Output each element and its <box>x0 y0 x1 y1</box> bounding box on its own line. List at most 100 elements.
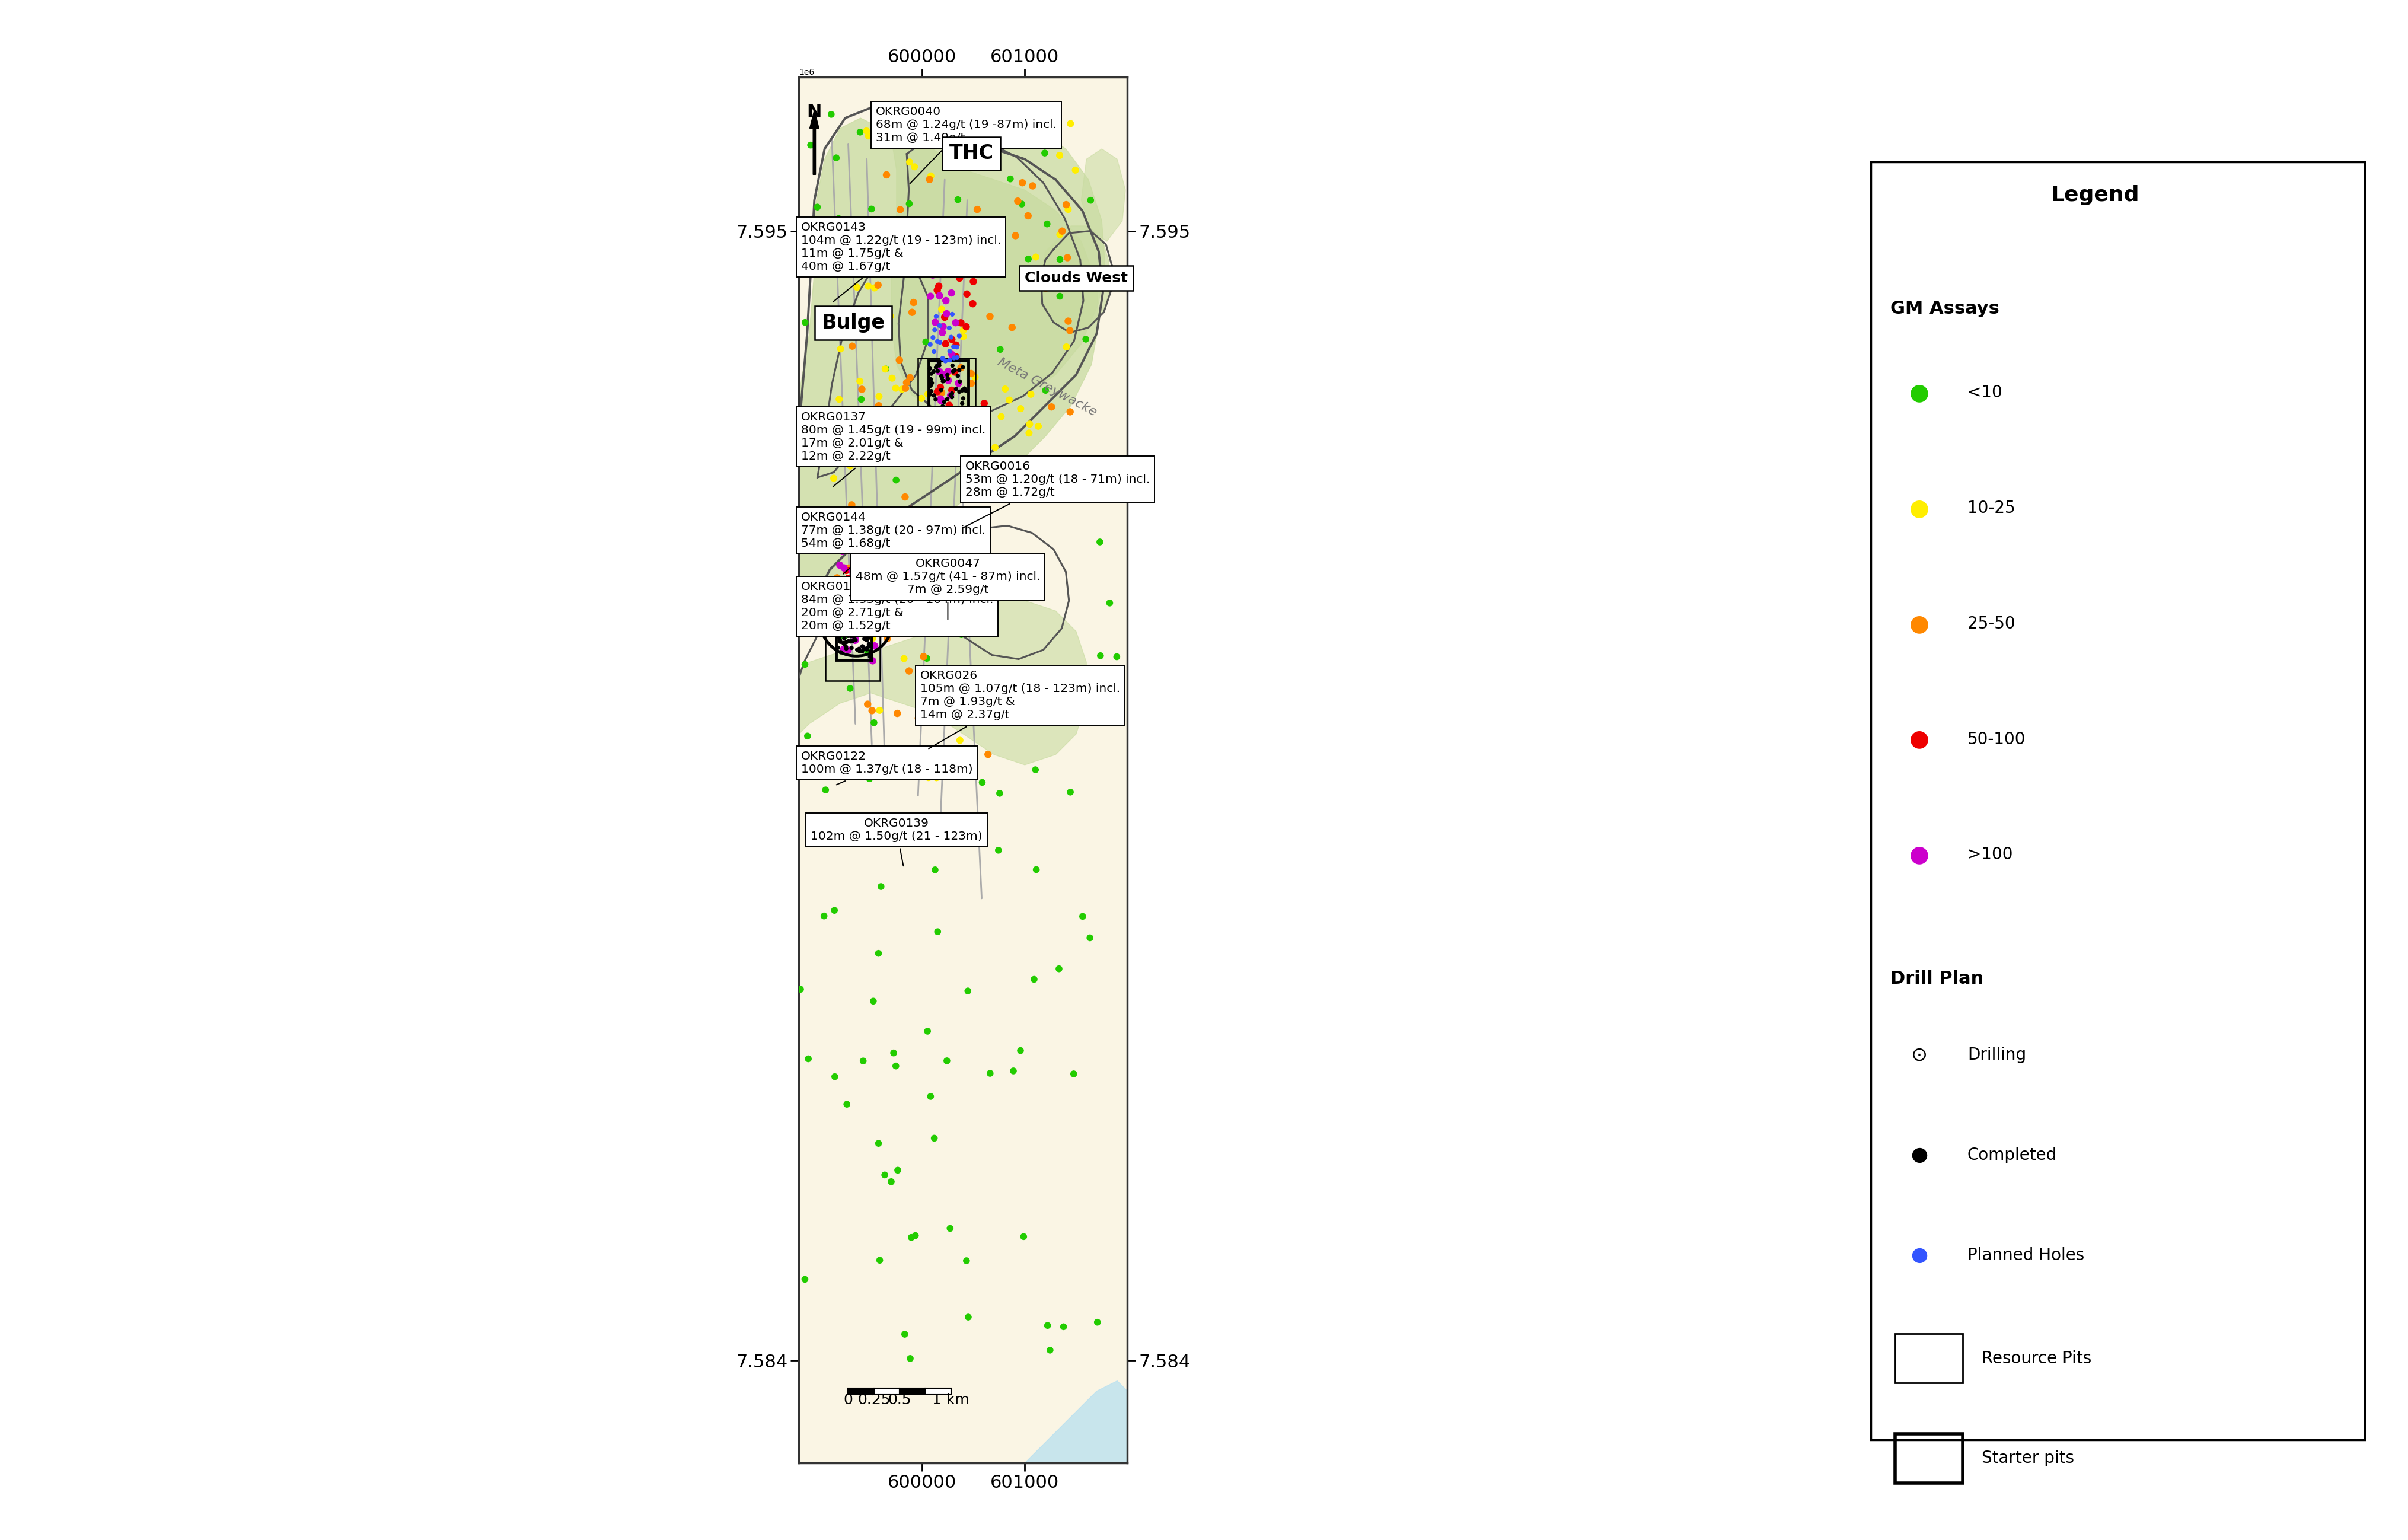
Point <box>932 325 970 350</box>
Point <box>843 634 881 659</box>
Point <box>939 410 978 434</box>
Point <box>944 391 982 416</box>
Point <box>824 604 862 628</box>
Point <box>886 376 925 400</box>
Point <box>901 534 939 559</box>
Point <box>848 564 886 588</box>
Point <box>816 898 855 922</box>
Point <box>893 290 932 314</box>
Point <box>946 407 985 431</box>
Point <box>1002 191 1040 216</box>
Point <box>891 497 929 522</box>
Point <box>1050 399 1088 424</box>
Point <box>942 370 980 394</box>
Polygon shape <box>891 108 1105 416</box>
Point <box>1040 956 1079 981</box>
Point <box>939 266 978 291</box>
Point <box>970 579 1009 604</box>
Point <box>929 430 968 454</box>
Point <box>934 334 973 359</box>
Point <box>833 576 872 601</box>
Point <box>857 618 896 642</box>
Point <box>821 413 860 437</box>
Point <box>838 568 877 593</box>
Point <box>927 530 966 554</box>
Point <box>848 638 886 662</box>
Point <box>891 1226 929 1250</box>
Point <box>944 354 982 379</box>
Point <box>980 97 1019 122</box>
Text: Drill Plan: Drill Plan <box>1890 970 1984 987</box>
Point <box>860 273 898 297</box>
Point <box>922 387 961 411</box>
Point <box>877 1053 915 1078</box>
Point <box>828 1092 867 1116</box>
Point <box>814 467 852 491</box>
Point <box>831 508 869 533</box>
Point <box>792 132 831 157</box>
Point <box>932 385 970 410</box>
Point <box>908 420 946 445</box>
Point <box>828 567 867 591</box>
Point <box>831 624 869 648</box>
Point <box>913 325 951 350</box>
FancyArrow shape <box>809 109 819 174</box>
Point <box>913 231 951 256</box>
Point <box>951 371 990 396</box>
Point <box>824 621 862 645</box>
Point <box>917 303 956 328</box>
Polygon shape <box>778 119 1098 642</box>
Point <box>920 283 958 308</box>
Text: ●: ● <box>1910 497 1929 519</box>
Point <box>828 584 867 608</box>
Point <box>942 231 980 256</box>
Point <box>915 585 954 610</box>
Polygon shape <box>1081 149 1125 242</box>
Text: OKRG026
105m @ 1.07g/t (18 - 123m) incl.
7m @ 1.93g/t &
14m @ 2.37g/t: OKRG026 105m @ 1.07g/t (18 - 123m) incl.… <box>920 670 1120 748</box>
Point <box>917 919 956 944</box>
Point <box>910 283 949 308</box>
Point <box>929 348 968 373</box>
Point <box>954 270 992 294</box>
Point <box>908 410 946 434</box>
Point <box>862 605 901 630</box>
Point <box>845 568 884 593</box>
Point <box>845 605 884 630</box>
Point <box>840 584 879 608</box>
Point <box>821 630 860 655</box>
Point <box>840 613 879 638</box>
Point <box>864 1163 903 1187</box>
Point <box>898 225 937 249</box>
Point <box>1004 171 1043 196</box>
Point <box>826 634 864 659</box>
Point <box>879 616 917 641</box>
Point <box>944 738 982 762</box>
Point <box>968 742 1007 767</box>
Point <box>884 511 922 536</box>
Point <box>927 288 966 313</box>
Point <box>819 571 857 596</box>
Point <box>826 624 864 648</box>
Point <box>922 376 961 400</box>
Point <box>807 778 845 802</box>
Point <box>848 119 886 143</box>
Point <box>852 621 891 645</box>
Point <box>831 593 869 618</box>
Point <box>946 1249 985 1274</box>
Point <box>995 1058 1033 1083</box>
Point <box>915 317 954 342</box>
Point <box>915 339 954 363</box>
Text: ●: ● <box>1910 382 1929 403</box>
Point <box>879 701 917 725</box>
Point <box>915 858 954 882</box>
Text: Starter pits: Starter pits <box>1982 1451 2073 1466</box>
Point <box>831 742 869 767</box>
Point <box>872 608 910 633</box>
Point <box>848 562 886 587</box>
Point <box>843 387 881 411</box>
Point <box>869 627 908 651</box>
Point <box>850 123 889 148</box>
Point <box>891 365 929 390</box>
Point <box>891 659 929 684</box>
Point <box>840 536 879 561</box>
